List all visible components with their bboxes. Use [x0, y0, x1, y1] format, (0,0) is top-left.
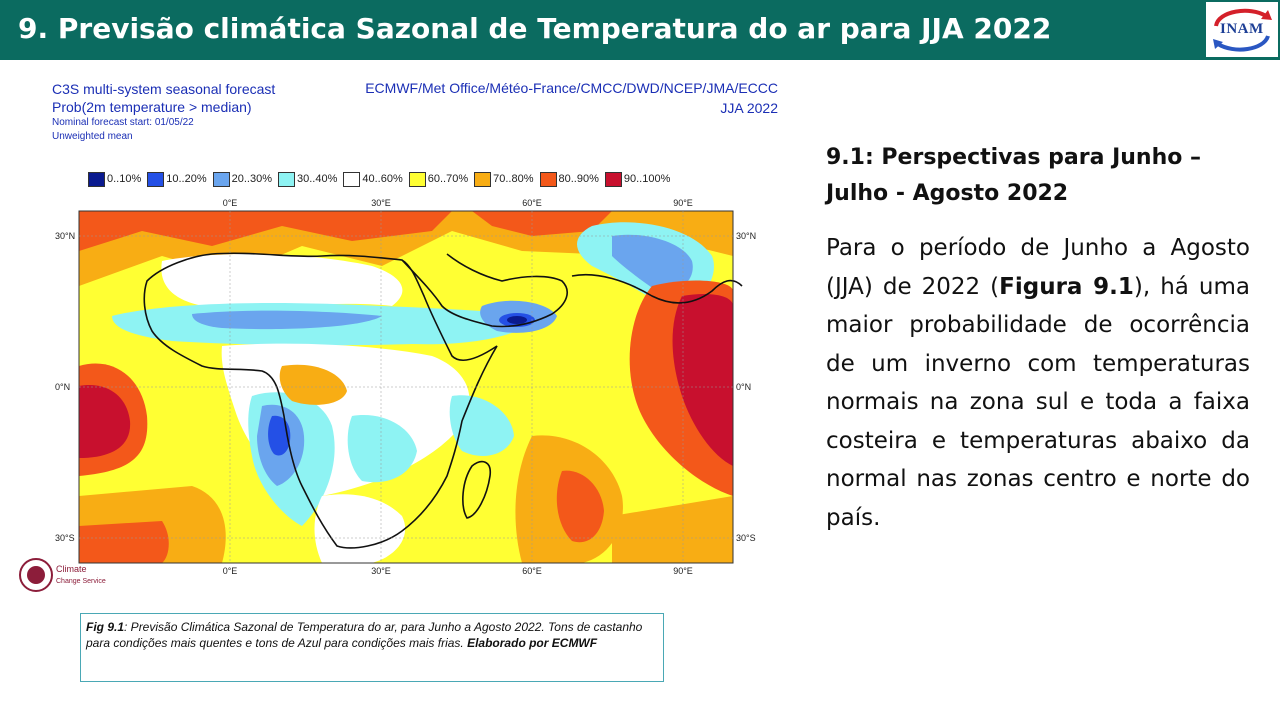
legend-item: 40..60% [343, 170, 403, 188]
lat-label-left-0: 0°N [55, 382, 70, 392]
map-header-right: ECMWF/Met Office/Météo-France/CMCC/DWD/N… [365, 78, 778, 118]
legend-swatch [212, 171, 230, 187]
legend-label: 10..20% [166, 173, 207, 185]
lon-label-top-30: 30°E [371, 198, 391, 208]
climate-logo-line1: Climate [56, 564, 87, 574]
map-header-left: C3S multi-system seasonal forecast Prob(… [52, 80, 275, 144]
legend-item: 80..90% [539, 170, 599, 188]
legend-label: 0..10% [107, 173, 142, 185]
section-body: Para o período de Junho a Agosto (JJA) d… [826, 229, 1250, 537]
legend-item: 70..80% [474, 170, 534, 188]
legend-label: 70..80% [493, 173, 534, 185]
legend-swatch [604, 171, 622, 187]
lon-label-top-90: 90°E [673, 198, 693, 208]
coastlines [143, 252, 743, 549]
inam-logo [1206, 2, 1278, 57]
legend-swatch [147, 171, 165, 187]
legend-swatch [278, 171, 295, 187]
legend-label: 80..90% [558, 173, 599, 185]
caption-text: : Previsão Climática Sazonal de Temperat… [86, 620, 643, 650]
legend-item: 60..70% [408, 170, 469, 188]
inam-logo-icon [1213, 8, 1272, 52]
lon-label-bottom-90: 90°E [673, 566, 693, 576]
graticule [79, 211, 733, 563]
climate-logo-line2: Change Service [56, 578, 106, 585]
legend-swatch [408, 171, 426, 187]
forecast-map: 0°E 30°E 60°E 90°E 0°E 30°E 60°E 90°E 30… [55, 198, 756, 576]
legend-label: 60..70% [427, 173, 469, 185]
map-centres: ECMWF/Met Office/Météo-France/CMCC/DWD/N… [365, 80, 778, 96]
climate-change-logo: Climate Change Service [19, 558, 106, 592]
map-season: JJA 2022 [720, 100, 778, 116]
figure-caption: Fig 9.1: Previsão Climática Sazonal de T… [80, 613, 664, 682]
axis-labels: 0°E 30°E 60°E 90°E 0°E 30°E 60°E 90°E 30… [55, 198, 756, 576]
body-part1: Para o período de Junho a Agosto (JJA) d… [826, 235, 1250, 300]
map-title-line1: C3S multi-system seasonal forecast [52, 81, 276, 97]
legend-label: 20..30% [231, 173, 272, 185]
lat-label-right-30n: 30°N [736, 231, 756, 241]
body-figure-ref: Figura 9.1 [999, 273, 1134, 300]
legend-swatch [88, 171, 105, 187]
lat-label-left-30n: 30°N [55, 231, 75, 241]
legend-swatch [474, 171, 492, 187]
legend-swatch [539, 171, 557, 187]
legend-label: 40..60% [362, 173, 403, 185]
legend-item: 90..100% [604, 170, 671, 188]
legend-item: 10..20% [147, 170, 207, 188]
lat-label-left-30s: 30°S [55, 533, 75, 543]
lat-label-right-30s: 30°S [736, 533, 756, 543]
body-part2: ), há uma maior probabilidade de ocorrên… [826, 273, 1250, 531]
lat-label-right-0: 0°N [736, 382, 751, 392]
lon-label-top-60: 60°E [522, 198, 542, 208]
caption-credit: Elaborado por ECMWF [467, 636, 598, 650]
legend-label: 30..40% [297, 173, 338, 185]
page-title: 9. Previsão climática Sazonal de Tempera… [18, 12, 1052, 45]
legend-label: 90..100% [623, 173, 671, 185]
map-title-line3: Nominal forecast start: 01/05/22 [52, 117, 194, 128]
map-legend: 0..10% 10..20% 20..30% 30..40% 40..60% 60..70… [88, 170, 676, 188]
lon-label-bottom-60: 60°E [522, 566, 542, 576]
section-title: 9.1: Perspectivas para Junho – Julho - A… [826, 145, 1202, 206]
legend-item: 30..40% [278, 170, 337, 188]
header-bar: 9. Previsão climática Sazonal de Tempera… [0, 0, 1280, 60]
legend-swatch [343, 171, 361, 187]
map-title-line4: Unweighted mean [52, 131, 133, 142]
lon-label-bottom-30: 30°E [371, 566, 391, 576]
caption-fig-label: Fig 9.1 [86, 620, 125, 634]
lon-label-top-0: 0°E [223, 198, 238, 208]
map-title-line2: Prob(2m temperature > median) [52, 99, 252, 115]
inam-logo-text: INAM [1220, 21, 1264, 37]
legend-item: 20..30% [212, 170, 272, 188]
legend-item: 0..10% [88, 170, 141, 188]
lon-label-bottom-0: 0°E [223, 566, 238, 576]
